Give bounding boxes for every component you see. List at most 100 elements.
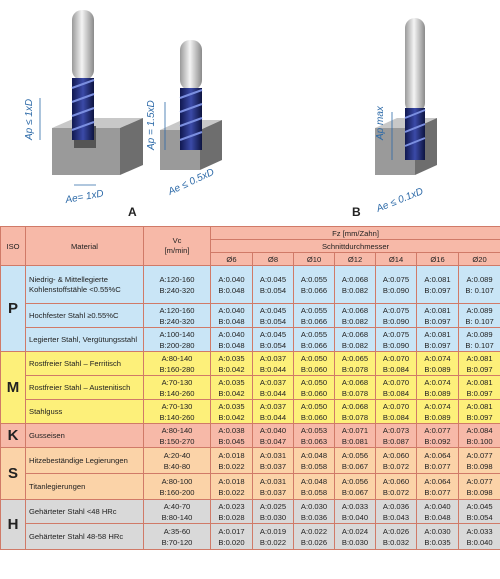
fz-cell: A:0.081 B:0.097 <box>457 351 500 376</box>
fz-value-b: B:0.020 <box>218 537 245 547</box>
fz-value-b: B: 0.107 <box>465 285 494 295</box>
fz-value-b: B:0.089 <box>424 412 451 422</box>
fz-cell: A:0.070 B:0.084 <box>375 351 417 376</box>
iso-group-letter: M <box>0 351 26 424</box>
iso-column-header: ISO <box>0 226 26 266</box>
vc-value-b: B:70-120 <box>161 537 193 547</box>
fz-cell: A:0.081 B:0.097 <box>457 375 500 400</box>
fz-value-a: A:0.081 <box>466 401 493 411</box>
fz-value-a: A:0.055 <box>300 305 328 315</box>
vc-value-b: B:200-280 <box>159 340 195 350</box>
fz-value-a: A:0.056 <box>341 476 369 486</box>
vc-value-b: B:240-320 <box>159 285 195 295</box>
fz-value-a: A:0.018 <box>218 450 245 460</box>
diameter-column-header: Ø12 <box>334 252 376 266</box>
fz-cell: A:0.064 B:0.077 <box>416 473 459 500</box>
fz-cell: A:0.064 B:0.077 <box>416 447 459 474</box>
tool1-ae-label: Ae= 1xD <box>64 188 105 206</box>
fz-cell: A:0.075 B:0.090 <box>375 327 417 352</box>
fz-value-a: A:0.045 <box>466 501 493 511</box>
fz-cell: A:0.089 B: 0.107 <box>457 265 500 304</box>
material-name: Niedrig- & Mittellegierte Kohlenstoffstä… <box>25 265 144 304</box>
fz-cell: A:0.075 B:0.090 <box>375 265 417 304</box>
fz-cell: A:0.045 B:0.054 <box>252 327 294 352</box>
vc-value-a: A:100-140 <box>159 329 195 339</box>
vc-value-a: A:80-100 <box>161 476 193 486</box>
fz-value-a: A:0.089 <box>466 274 493 284</box>
fz-value-a: A:0.036 <box>382 501 410 511</box>
fz-cell: A:0.071 B:0.081 <box>334 423 376 448</box>
fz-value-a: A:0.048 <box>300 450 328 460</box>
fz-value-b: B:0.090 <box>382 316 410 326</box>
diameter-column-header: Ø16 <box>416 252 459 266</box>
iso-group-letter: K <box>0 423 26 448</box>
fz-cell: A:0.081 B:0.097 <box>416 327 459 352</box>
fz-value-a: A:0.065 <box>341 353 369 363</box>
fz-cell: A:0.022 B:0.026 <box>293 523 335 550</box>
fz-cell: A:0.089 B: 0.107 <box>457 303 500 328</box>
fz-value-b: B:0.044 <box>259 364 287 374</box>
fz-value-b: B:0.097 <box>466 364 493 374</box>
vc-value-b: B:40-80 <box>163 461 191 471</box>
fz-value-b: B:0.032 <box>382 537 410 547</box>
fz-cell: A:0.077 B:0.098 <box>457 473 500 500</box>
fz-value-b: B:0.028 <box>218 512 245 522</box>
fz-value-b: B:0.077 <box>424 461 451 471</box>
fz-value-b: B:0.022 <box>218 461 245 471</box>
vc-cell: A:20-40 B:40-80 <box>143 447 211 474</box>
fz-cell: A:0.077 B:0.092 <box>416 423 459 448</box>
fz-value-b: B:0.098 <box>466 461 493 471</box>
fz-cell: A:0.053 B:0.063 <box>293 423 335 448</box>
fz-value-a: A:0.060 <box>382 450 410 460</box>
material-name: Gusseisen <box>25 423 144 448</box>
material-row: S Hitzebeständige Legierungen A:20-40 B:40-… <box>0 447 500 500</box>
fz-cell: A:0.035 B:0.042 <box>210 351 253 376</box>
fz-cell: A:0.045 B:0.054 <box>457 499 500 524</box>
fz-cell: A:0.037 B:0.044 <box>252 399 294 424</box>
fz-cell: A:0.048 B:0.058 <box>293 473 335 500</box>
tool1-ap-label: Ap ≤ 1xD <box>24 99 35 141</box>
vc-value-b: B:240-320 <box>159 316 195 326</box>
fz-cell: A:0.056 B:0.067 <box>334 447 376 474</box>
fz-value-a: A:0.026 <box>382 526 410 536</box>
fz-value-a: A:0.075 <box>382 305 410 315</box>
vc-value-b: B:160-280 <box>159 364 195 374</box>
fz-value-a: A:0.089 <box>466 329 493 339</box>
material-row: Stahlguss A:70-130 B:140-260 A:0.035 B:0.042… <box>0 399 500 424</box>
vc-cell: A:70-130 B:140-260 <box>143 375 211 400</box>
fz-value-a: A:0.077 <box>424 425 451 435</box>
fz-value-a: A:0.060 <box>382 476 410 486</box>
figure-label-a: A <box>128 205 137 219</box>
fz-cell: A:0.040 B:0.048 <box>416 499 459 524</box>
fz-value-b: B:0.044 <box>259 388 287 398</box>
fz-cell: A:0.074 B:0.089 <box>416 351 459 376</box>
material-name: Titanlegierungen <box>25 473 144 500</box>
fz-value-a: A:0.038 <box>218 425 245 435</box>
fz-value-a: A:0.031 <box>259 476 287 486</box>
vc-value-a: A:70-130 <box>161 377 193 387</box>
fz-value-b: B:0.058 <box>300 461 328 471</box>
material-name: Rostfreier Stahl – Austenitisch <box>25 375 144 400</box>
fz-value-b: B:0.089 <box>424 388 451 398</box>
material-name: Hochfester Stahl ≥0.55%C <box>25 303 144 328</box>
material-name: Stahlguss <box>25 399 144 424</box>
tool2-ap-label: Ap = 1.5xD <box>146 100 157 151</box>
fz-value-b: B:0.042 <box>218 388 245 398</box>
diameter-column-header: Ø10 <box>293 252 335 266</box>
fz-value-b: B:0.090 <box>382 285 410 295</box>
fz-cell: A:0.030 B:0.035 <box>416 523 459 550</box>
fz-value-b: B:0.037 <box>259 461 287 471</box>
fz-value-a: A:0.075 <box>382 329 410 339</box>
fz-value-a: A:0.064 <box>424 476 451 486</box>
diameter-header: Schnittdurchmesser <box>209 239 500 253</box>
fz-value-a: A:0.045 <box>259 329 287 339</box>
fz-value-b: B:0.058 <box>300 487 328 497</box>
vc-value-a: A:120-160 <box>159 305 195 315</box>
fz-value-b: B:0.081 <box>341 436 369 446</box>
iso-group-letter: H <box>0 499 26 550</box>
diameter-column-header: Ø14 <box>375 252 417 266</box>
fz-value-a: A:0.040 <box>218 329 245 339</box>
fz-value-a: A:0.068 <box>341 401 369 411</box>
fz-value-b: B:0.097 <box>424 340 451 350</box>
fz-value-b: B:0.063 <box>300 436 328 446</box>
